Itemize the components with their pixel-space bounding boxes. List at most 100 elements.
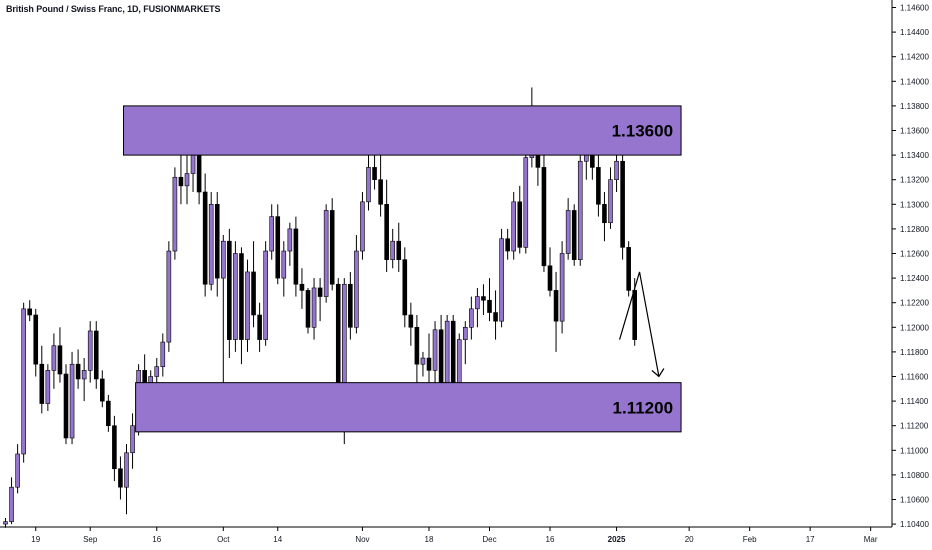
candle-down (481, 296, 486, 301)
support-zone-label: 1.11200 (613, 398, 674, 417)
candle-down (257, 314, 262, 340)
candle-up (360, 201, 365, 252)
candle-up (130, 425, 135, 454)
time-axis-label: 20 (685, 535, 694, 544)
time-axis-label: 18 (425, 535, 434, 544)
price-axis-label: 1.12400 (900, 274, 929, 283)
candle-up (523, 157, 529, 248)
candle-down (378, 179, 383, 205)
candle-down (505, 238, 510, 252)
candle-up (51, 345, 57, 371)
price-axis-label: 1.14400 (900, 28, 929, 37)
time-axis-label: 16 (546, 535, 555, 544)
candle-down (239, 253, 244, 340)
candle-down (27, 308, 33, 316)
candle-up (221, 240, 226, 279)
candle-down (414, 326, 420, 365)
time-axis-label: 2025 (608, 535, 626, 544)
candle-up (323, 210, 329, 297)
candle-down (426, 357, 432, 371)
time-axis-label: 16 (152, 535, 161, 544)
candle-up (21, 308, 26, 455)
price-axis-label: 1.10600 (900, 496, 929, 505)
candle-up (245, 271, 250, 340)
candle-up (184, 173, 190, 187)
candle-down (293, 228, 299, 285)
projection-arrowhead (651, 368, 665, 378)
candle-up (475, 296, 480, 310)
candle-down (214, 204, 220, 279)
candle-down (251, 271, 256, 316)
price-axis-label: 1.14200 (900, 53, 929, 62)
candle-up (281, 250, 287, 279)
support-zone (135, 382, 682, 433)
candle-down (384, 204, 389, 260)
candle-down (541, 167, 547, 267)
price-axis-label: 1.12200 (900, 299, 929, 308)
price-axis-label: 1.12000 (900, 323, 929, 332)
candle-down (39, 363, 45, 404)
candle-up (577, 160, 583, 260)
candle-down (348, 283, 353, 328)
time-axis-label: Nov (355, 535, 369, 544)
chart-title: British Pound / Swiss Franc, 1D, FUSIONM… (6, 4, 221, 14)
candle-up (15, 453, 20, 488)
candle-down (227, 240, 232, 340)
candle-down (547, 265, 553, 291)
candle-up (124, 452, 129, 488)
candle-down (596, 167, 601, 205)
candle-down (487, 299, 492, 313)
price-axis-label: 1.10800 (900, 471, 929, 480)
candle-down (408, 314, 414, 328)
candle-up (559, 253, 565, 322)
price-axis-label: 1.11000 (900, 446, 929, 455)
candle-down (202, 191, 208, 285)
candle-down (553, 290, 559, 322)
time-axis-label: Dec (482, 535, 496, 544)
candle-up (511, 201, 517, 252)
time-axis-label: Feb (743, 535, 757, 544)
candle-up (499, 238, 504, 322)
candle-down (396, 240, 402, 260)
candle-up (420, 357, 426, 365)
candle-down (305, 290, 311, 328)
candle-down (112, 425, 117, 470)
candle-down (517, 201, 523, 248)
candle-down (118, 468, 123, 488)
candle-up (9, 486, 14, 522)
price-axis-label: 1.13000 (900, 200, 929, 209)
candle-up (263, 250, 268, 340)
price-axis-label: 1.11400 (900, 397, 929, 406)
candle-up (87, 330, 93, 371)
time-axis-label: Oct (217, 535, 230, 544)
candle-up (432, 329, 438, 371)
price-axis-label: 1.11600 (900, 373, 929, 382)
price-axis-label: 1.13400 (900, 151, 929, 160)
candle-down (275, 216, 281, 279)
price-axis-label: 1.11200 (900, 422, 929, 431)
candle-up (608, 179, 613, 224)
candle-up (462, 326, 468, 340)
candle-down (571, 210, 577, 260)
resistance-zone (123, 105, 682, 156)
candle-down (93, 330, 99, 380)
candle-up (311, 287, 317, 328)
candle-up (233, 253, 238, 340)
candle-down (106, 400, 111, 427)
candle-up (469, 308, 474, 328)
candle-up (160, 341, 166, 367)
candle-up (366, 167, 371, 203)
time-axis-label: 14 (273, 535, 282, 544)
candle-up (269, 216, 275, 252)
candle-up (45, 370, 51, 404)
candle-down (57, 345, 63, 375)
time-axis-label: Sep (83, 535, 98, 544)
projection-path (618, 271, 660, 377)
candle-down (63, 373, 69, 439)
price-axis-label: 1.13600 (900, 127, 929, 136)
time-axis-label: 19 (31, 535, 40, 544)
candle-down (402, 259, 408, 316)
candle-up (390, 240, 396, 260)
